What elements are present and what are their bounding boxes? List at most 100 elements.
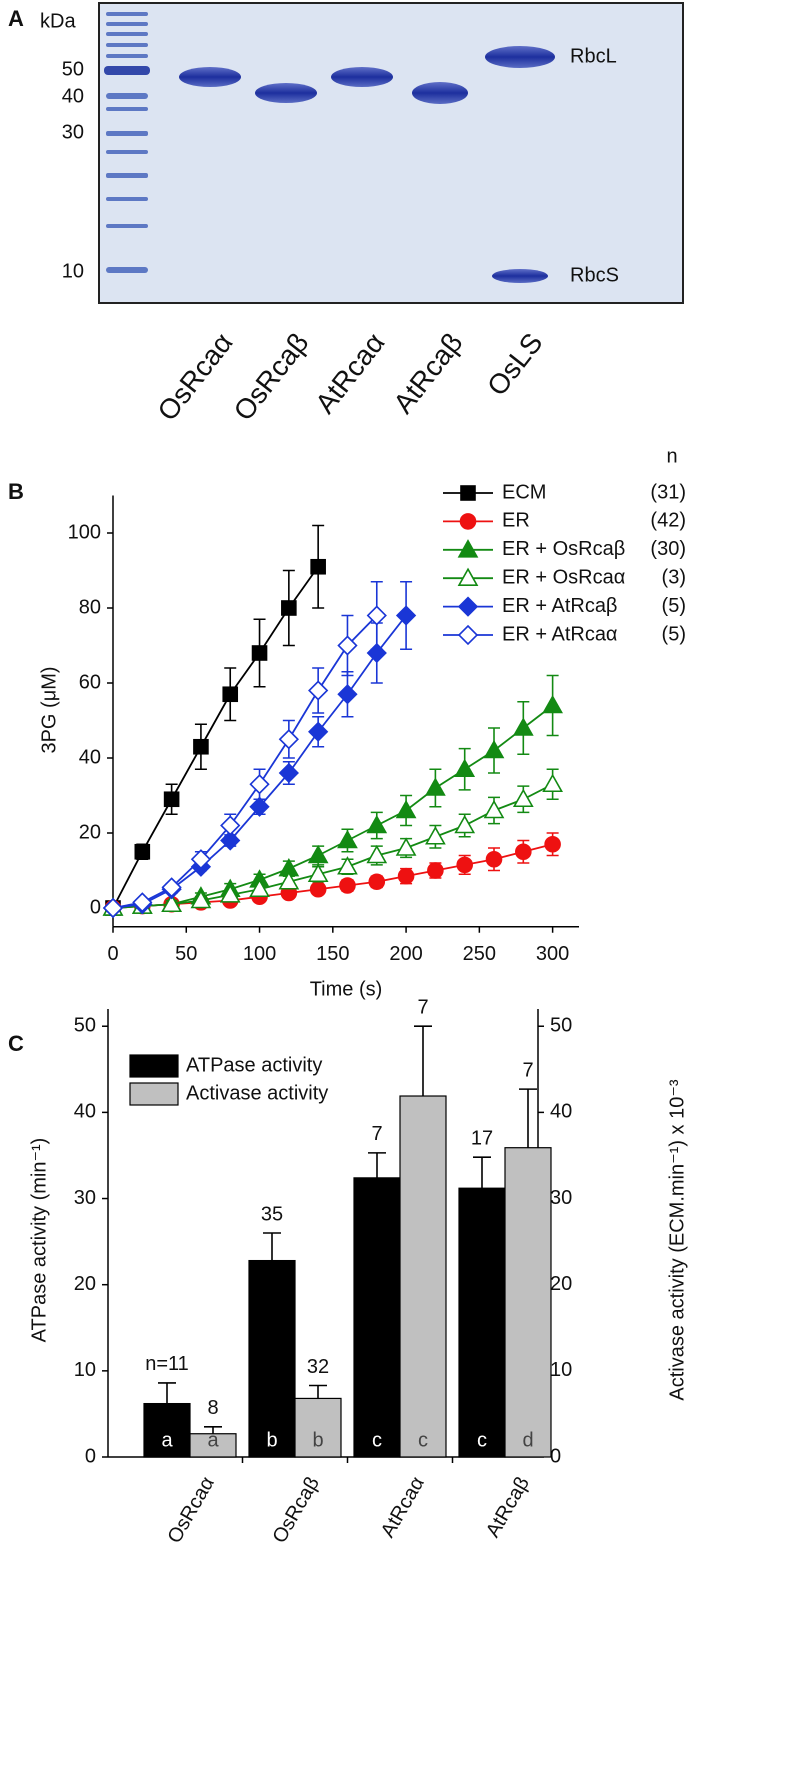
legend-swatch (129, 1082, 179, 1106)
error-bar (204, 1426, 222, 1434)
y2-axis-label: Activase activity (ECM.min⁻¹) x 10⁻³ (666, 1079, 688, 1401)
marker-label: 50 (62, 58, 84, 80)
marker (515, 843, 532, 861)
legend-label: ER + AtRcaβ (502, 595, 617, 617)
marker (308, 680, 329, 701)
n-label: 32 (307, 1356, 329, 1378)
error-bar (368, 1152, 386, 1178)
lane-label: OsRcaβ (228, 327, 315, 426)
x-tick-label: 50 (175, 943, 197, 965)
marker (308, 721, 329, 742)
series-line (112, 614, 378, 909)
marker (251, 645, 268, 661)
marker (456, 856, 473, 874)
bar (143, 1402, 191, 1458)
marker (161, 877, 182, 898)
y-tick-label: 0 (90, 896, 101, 918)
marker (249, 774, 270, 795)
n-label: n=11 (145, 1353, 189, 1375)
y-axis-label: 3PG (μM) (38, 666, 60, 753)
marker (190, 889, 212, 909)
gel (98, 2, 684, 304)
marker (307, 863, 329, 883)
legend-label: ER + OsRcaα (502, 566, 625, 588)
y-tick-label: 80 (79, 596, 101, 618)
marker (366, 605, 387, 626)
bar (294, 1397, 342, 1458)
n-label: 7 (371, 1123, 382, 1145)
legend-n: (30) (650, 538, 686, 560)
marker (337, 684, 358, 705)
marker (542, 694, 563, 714)
y-tick-label: 30 (74, 1187, 96, 1209)
marker (102, 897, 124, 919)
marker (278, 729, 299, 750)
marker (249, 878, 270, 898)
error-bar (263, 1232, 281, 1261)
legend-label: ATPase activity (186, 1054, 322, 1076)
marker (454, 814, 476, 834)
legend-n: (31) (650, 481, 686, 503)
marker (395, 799, 417, 819)
marker (425, 777, 446, 796)
n-label: 35 (261, 1203, 283, 1225)
x-tick-label: 250 (463, 943, 496, 965)
marker (460, 485, 476, 501)
group-label: a (207, 1429, 219, 1451)
bar (353, 1177, 401, 1458)
lane-label: OsRcaα (151, 327, 238, 426)
marker (542, 773, 563, 793)
group-label: b (266, 1429, 277, 1451)
x-tick-label: OsRcaα (164, 1473, 219, 1547)
x-tick-label: 100 (243, 943, 276, 965)
marker (366, 814, 388, 834)
group-label: c (418, 1429, 428, 1451)
marker (512, 717, 534, 736)
x-tick-label: 300 (536, 943, 569, 965)
marker (337, 635, 358, 656)
band-label: RbcS (570, 264, 619, 286)
marker (310, 558, 326, 575)
legend-n: (5) (662, 623, 686, 645)
marker (459, 513, 477, 530)
legend-label: ER + OsRcaβ (502, 538, 625, 560)
group-label: c (372, 1429, 382, 1451)
marker-label: 30 (62, 121, 84, 143)
error-bar (519, 1088, 537, 1148)
marker (222, 686, 239, 703)
marker (339, 877, 356, 894)
marker (457, 539, 479, 558)
n-label: 17 (471, 1127, 493, 1149)
marker (485, 850, 503, 868)
marker (483, 739, 505, 759)
legend-label: ER + AtRcaα (502, 623, 618, 645)
lane-label: AtRcaα (309, 327, 390, 419)
marker (425, 826, 446, 845)
marker (309, 880, 327, 898)
bar (504, 1147, 552, 1458)
bar (189, 1433, 237, 1458)
bar (458, 1187, 506, 1458)
lane-label: AtRcaβ (387, 327, 468, 419)
y-tick-label: 40 (74, 1101, 96, 1123)
marker (457, 567, 479, 587)
marker (337, 829, 358, 849)
y-tick-label: 100 (68, 521, 101, 543)
marker (427, 862, 444, 879)
legend-n: (5) (662, 595, 686, 617)
marker (278, 762, 299, 784)
marker (512, 788, 534, 808)
x-tick-label: AtRcaβ (482, 1473, 534, 1541)
marker (220, 815, 241, 836)
x-tick-label: 0 (107, 943, 118, 965)
band-label: RbcL (570, 45, 617, 67)
marker (161, 893, 182, 913)
n-label: 8 (207, 1397, 218, 1419)
y2-tick-label: 0 (550, 1445, 561, 1467)
y-tick-label: 10 (74, 1359, 96, 1381)
panel-letter: B (8, 479, 24, 504)
legend-n: (3) (662, 566, 686, 588)
group-label: a (161, 1429, 173, 1451)
bar (399, 1095, 447, 1458)
